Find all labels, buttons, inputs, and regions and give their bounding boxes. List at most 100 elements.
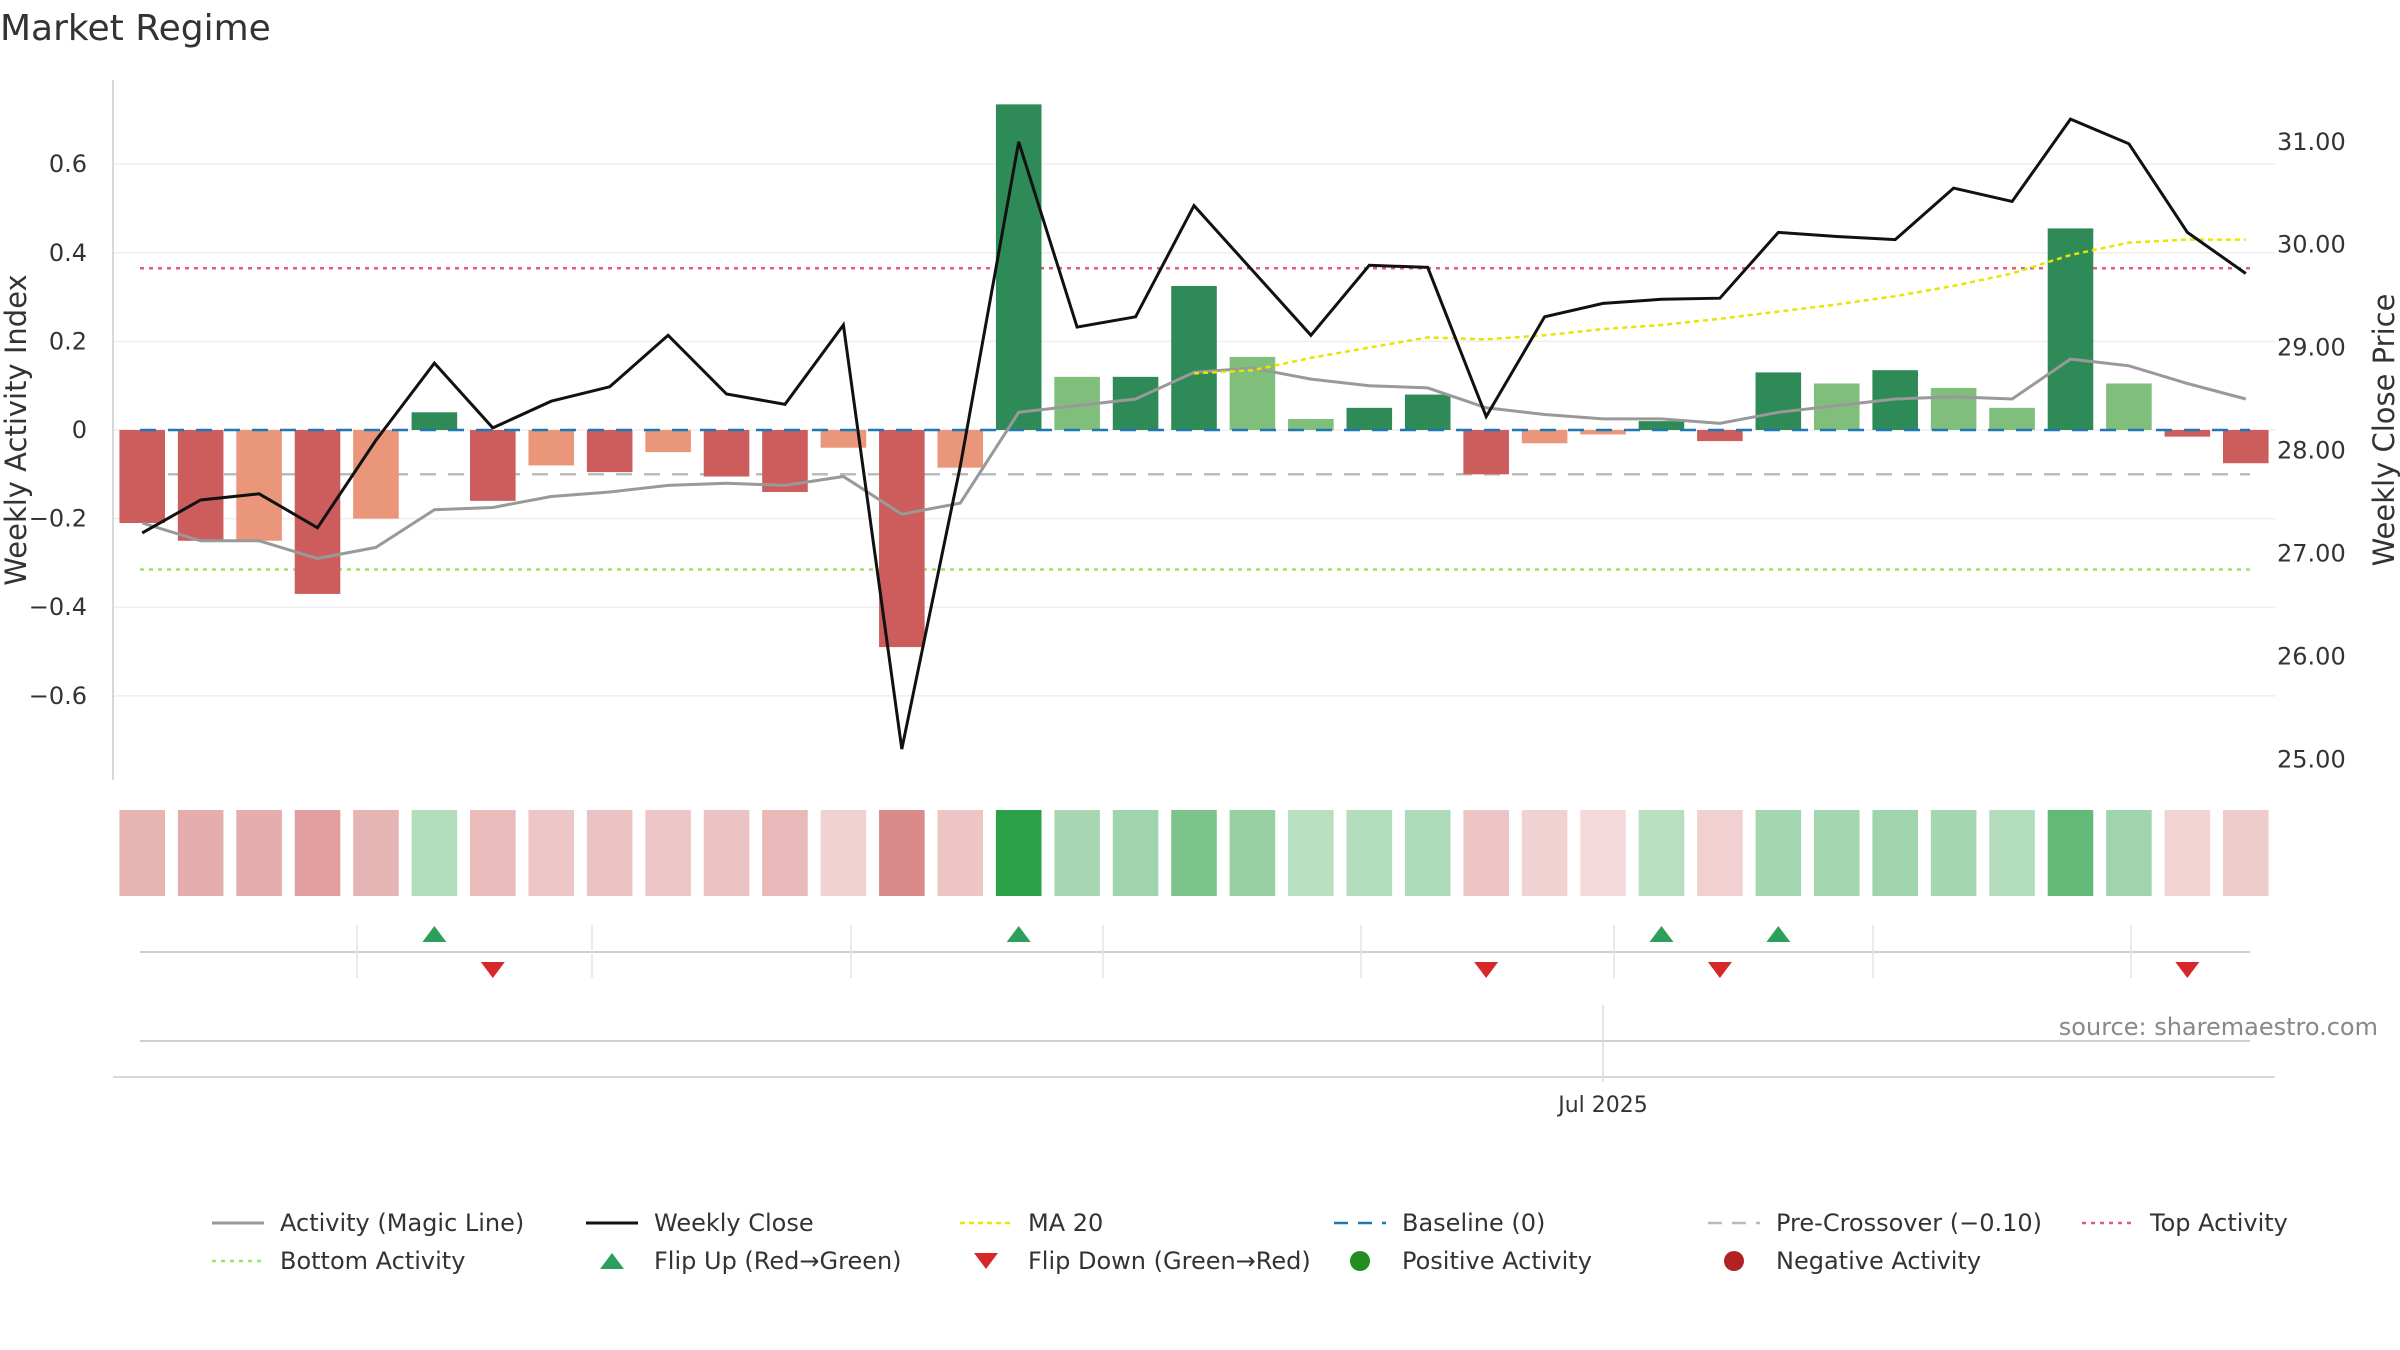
legend-symbol: [960, 1221, 1012, 1225]
activity-bar: [645, 430, 691, 453]
legend-item: Positive Activity: [1332, 1246, 1706, 1276]
chart-title: Market Regime: [0, 8, 271, 49]
flip-up-marker: [1649, 926, 1674, 942]
legend-label: Positive Activity: [1402, 1247, 1592, 1275]
legend-label: MA 20: [1028, 1209, 1104, 1237]
legend-label: Pre-Crossover (−0.10): [1776, 1209, 2043, 1237]
heat-strip-cell: [1171, 810, 1217, 896]
activity-bar: [2106, 383, 2152, 430]
y2-axis-title: Weekly Close Price: [2367, 294, 2400, 567]
series-lines: [140, 117, 2250, 750]
legend-label: Negative Activity: [1776, 1247, 1982, 1275]
heat-strip-cell: [1404, 810, 1451, 896]
heat-strip-cell: [1054, 810, 1100, 896]
heat-strip-cell: [353, 810, 399, 896]
heat-strip-cell: [586, 810, 633, 896]
heat-strip-cell: [820, 810, 867, 896]
heat-strip-cell: [1229, 810, 1276, 896]
activity-bar: [1521, 430, 1568, 444]
activity-bar: [820, 430, 867, 448]
legend-item: Weekly Close: [584, 1208, 958, 1238]
legend-symbol: [1334, 1221, 1386, 1225]
legend-label: Bottom Activity: [280, 1247, 466, 1275]
activity-bar: [470, 430, 516, 501]
legend-item: Pre-Crossover (−0.10): [1706, 1208, 2080, 1238]
heat-strip-cell: [1930, 810, 1977, 896]
legend-symbol: [212, 1259, 264, 1263]
heat-strip-cell: [879, 810, 925, 896]
y-tick-label: 0.2: [49, 327, 87, 355]
activity-bar: [236, 430, 282, 541]
legend-item: Flip Down (Green→Red): [958, 1246, 1332, 1276]
legend-item: Bottom Activity: [210, 1246, 584, 1276]
heat-strip-cell: [1989, 810, 2035, 896]
heat-strip-cell: [762, 810, 808, 896]
heat-strip-cell: [294, 810, 341, 896]
activity-bar: [2164, 430, 2211, 437]
activity-bar: [119, 430, 166, 524]
y2-tick-label: 29.00: [2277, 334, 2346, 362]
legend-item: Flip Up (Red→Green): [584, 1246, 958, 1276]
activity-bar: [995, 104, 1042, 430]
y2-tick-label: 28.00: [2277, 437, 2346, 465]
y2-tick-label: 27.00: [2277, 540, 2346, 568]
activity-bar: [353, 430, 399, 519]
activity-bar: [294, 430, 341, 594]
activity-bar: [586, 430, 633, 473]
flip-up-marker: [422, 926, 447, 942]
legend-item: Negative Activity: [1706, 1246, 2080, 1276]
activity-bar: [528, 430, 575, 466]
main-gridlines: [113, 163, 2275, 697]
legend-item: Top Activity: [2080, 1208, 2400, 1238]
activity-bar: [1171, 286, 1217, 430]
heat-strip-cell: [1872, 810, 1918, 896]
heat-strip-cell: [119, 810, 166, 896]
heat-strip-cell: [177, 810, 224, 896]
y2-tick-label: 26.00: [2277, 642, 2346, 670]
legend-symbol: [1724, 1251, 1744, 1271]
heat-strip-cell: [2222, 810, 2269, 896]
heat-strip-cell: [1346, 810, 1393, 896]
activity-bar: [1638, 421, 1685, 430]
y-tick-label: 0: [72, 416, 87, 444]
heat-strip-cell: [995, 810, 1042, 896]
activity-bar: [1346, 407, 1393, 430]
heat-strip-cell: [703, 810, 750, 896]
heat-strip-cell: [1288, 810, 1334, 896]
heat-strip-cell: [2164, 810, 2211, 896]
y-axis-title: Weekly Activity Index: [0, 274, 33, 585]
activity-bar: [2047, 228, 2094, 430]
activity-bar: [879, 430, 925, 648]
y-tick-label: 0.6: [49, 150, 87, 178]
heat-strip-cell: [236, 810, 282, 896]
legend-label: Top Activity: [2150, 1209, 2288, 1237]
legend-label: Flip Up (Red→Green): [654, 1247, 902, 1275]
flip-up-marker: [1766, 926, 1791, 942]
y2-tick-label: 31.00: [2277, 128, 2346, 156]
heat-strip-cell: [1697, 810, 1743, 896]
heat-strip-cell: [645, 810, 691, 896]
heat-strip-cell: [1755, 810, 1802, 896]
activity-heat-strip: [119, 810, 2269, 896]
activity-bars: [119, 104, 2269, 648]
legend-symbol: [1350, 1251, 1370, 1271]
heat-strip-cell: [470, 810, 516, 896]
legend-item: Baseline (0): [1332, 1208, 1706, 1238]
flip-down-marker: [2175, 962, 2200, 978]
activity-bar: [1580, 430, 1626, 435]
date-axis-panel: Jul 2025: [113, 1005, 2275, 1118]
legend-label: Activity (Magic Line): [280, 1209, 525, 1237]
flip-down-marker: [1707, 962, 1732, 978]
legend-symbol: [2082, 1221, 2134, 1225]
legend-symbol: [586, 1221, 638, 1225]
heat-strip-cell: [2106, 810, 2152, 896]
y-tick-label: −0.6: [29, 682, 87, 710]
activity-bar: [1697, 430, 1743, 442]
legend: Activity (Magic Line) Weekly Close MA 20 Ba…: [210, 1208, 2360, 1276]
y-tick-label: −0.4: [29, 593, 87, 621]
heat-strip-cell: [1521, 810, 1568, 896]
legend-item: Activity (Magic Line): [210, 1208, 584, 1238]
y2-tick-label: 30.00: [2277, 231, 2346, 259]
legend-symbol: [1708, 1221, 1760, 1225]
flip-up-marker: [1006, 926, 1031, 942]
